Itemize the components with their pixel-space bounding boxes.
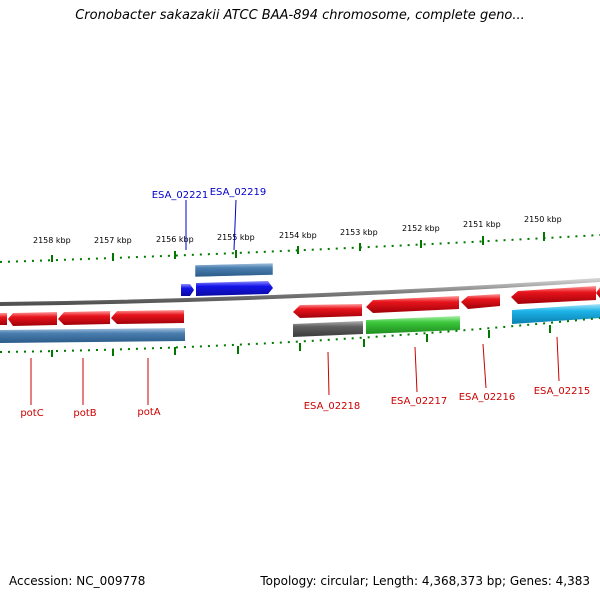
label-potB[interactable]: potB xyxy=(73,408,96,419)
label-esa-02219[interactable]: ESA_02219 xyxy=(210,187,267,198)
top-strand-genes xyxy=(181,262,274,296)
tick-label-2158: 2158 kbp xyxy=(33,236,71,245)
label-potC[interactable]: potC xyxy=(20,408,43,419)
tick-label-2151: 2151 kbp xyxy=(463,220,501,229)
gene-labels: ESA_02221 ESA_02219 potC potB potA ESA_0… xyxy=(20,187,590,419)
gene-potB[interactable] xyxy=(58,311,110,325)
gene-next-partial[interactable] xyxy=(596,287,600,298)
gene-esa-02217-lower[interactable] xyxy=(366,316,460,334)
tick-label-2156: 2156 kbp xyxy=(156,235,194,244)
tick-label-2152: 2152 kbp xyxy=(402,224,440,233)
bottom-strand-genes-lower xyxy=(0,304,600,343)
gene-esa-02219-upper[interactable] xyxy=(194,262,274,278)
gene-esa-02221[interactable] xyxy=(181,284,194,296)
gene-potC[interactable] xyxy=(8,312,57,326)
tick-label-2154: 2154 kbp xyxy=(279,231,317,240)
lower-ruler xyxy=(0,317,600,357)
accession-text: Accession: NC_009778 xyxy=(9,574,146,588)
label-leader-lines xyxy=(30,199,560,405)
gene-esa-02219[interactable] xyxy=(196,281,273,296)
label-potA[interactable]: potA xyxy=(137,407,160,418)
gene-esa-02216[interactable] xyxy=(461,294,500,309)
label-esa-02218[interactable]: ESA_02218 xyxy=(304,401,361,412)
gene-esa-02215-lower[interactable] xyxy=(512,304,600,324)
label-esa-02217[interactable]: ESA_02217 xyxy=(391,396,448,407)
tick-label-2150: 2150 kbp xyxy=(524,215,562,224)
tick-label-2153: 2153 kbp xyxy=(340,228,378,237)
label-esa-02216[interactable]: ESA_02216 xyxy=(459,392,516,403)
tick-label-2155: 2155 kbp xyxy=(217,233,255,242)
gene-esa-02217[interactable] xyxy=(366,296,459,313)
bottom-strand-genes xyxy=(0,286,600,326)
scale-tick-labels: 2158 kbp 2157 kbp 2156 kbp 2155 kbp 2154… xyxy=(33,215,562,245)
upper-ruler xyxy=(0,232,600,263)
gene-esa-02218-lower[interactable] xyxy=(293,321,363,337)
label-esa-02221[interactable]: ESA_02221 xyxy=(152,190,209,201)
topology-text: Topology: circular; Length: 4,368,373 bp… xyxy=(260,574,590,588)
gene-potD-partial[interactable] xyxy=(0,313,7,325)
label-esa-02215[interactable]: ESA_02215 xyxy=(534,386,591,397)
map-title: Cronobacter sakazakii ATCC BAA-894 chrom… xyxy=(75,8,525,23)
tick-label-2157: 2157 kbp xyxy=(94,236,132,245)
gene-pot-operon-lower[interactable] xyxy=(0,328,185,343)
gene-potA[interactable] xyxy=(111,310,184,324)
gene-esa-02218[interactable] xyxy=(293,304,362,318)
gene-esa-02215[interactable] xyxy=(511,286,596,304)
chromosome-backbone xyxy=(0,278,600,306)
